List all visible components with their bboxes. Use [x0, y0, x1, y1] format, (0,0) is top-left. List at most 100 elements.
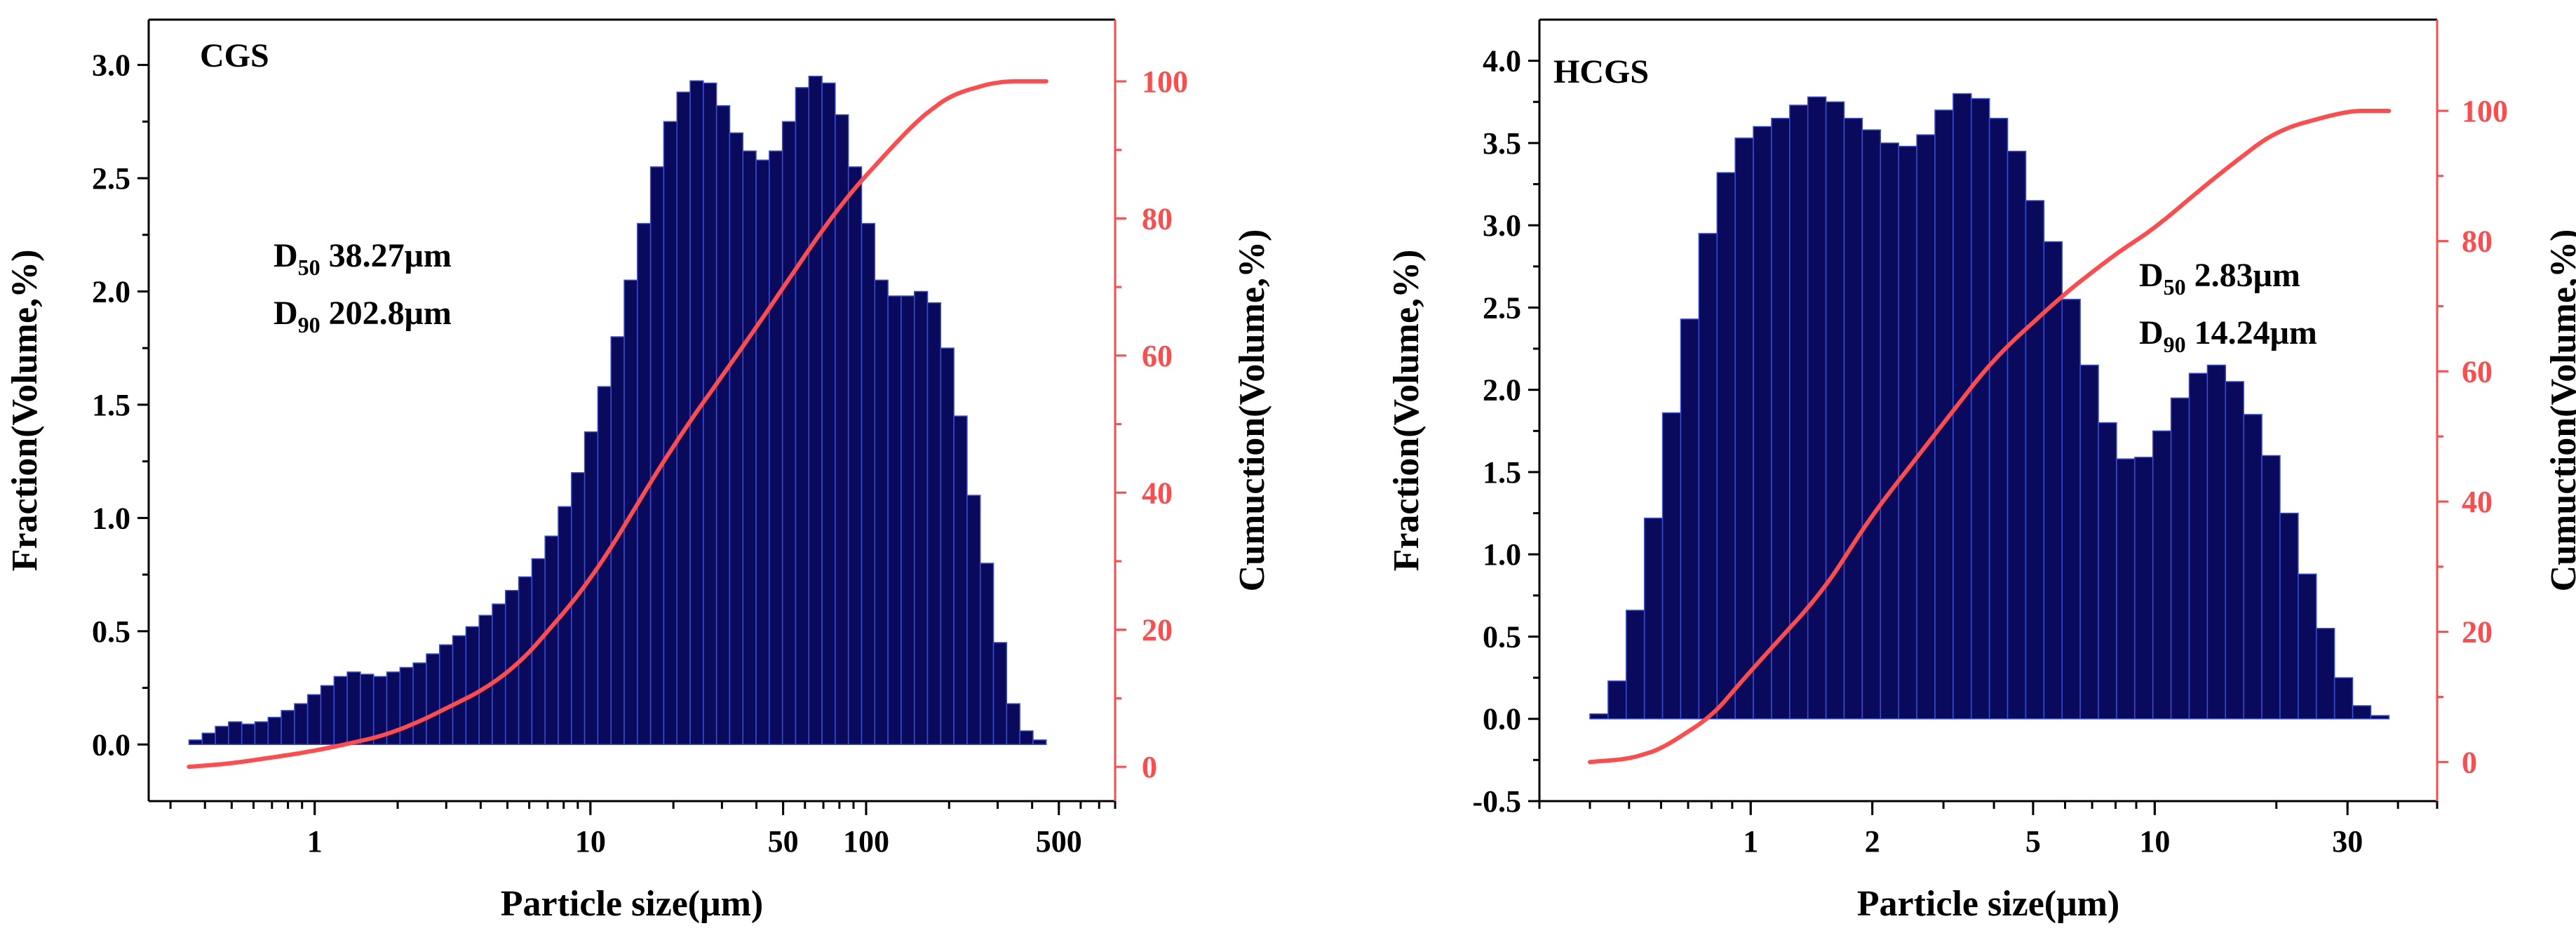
- bar: [2116, 458, 2136, 720]
- bar: [531, 558, 546, 746]
- bar: [254, 721, 269, 746]
- y-tick-label: 1.5: [1483, 455, 1521, 490]
- bar: [1019, 730, 1034, 746]
- bar: [2316, 628, 2335, 720]
- bar: [478, 615, 493, 746]
- bar: [1934, 109, 1954, 720]
- y2-tick-label: 60: [1142, 339, 1173, 373]
- bars: [188, 75, 1047, 746]
- bar: [926, 302, 942, 746]
- bar: [847, 166, 863, 746]
- bar: [1032, 739, 1047, 746]
- x-tick-label: 500: [1036, 824, 1082, 859]
- bar: [1607, 680, 1627, 720]
- bar: [215, 725, 229, 746]
- y2-tick-label: 20: [1142, 613, 1173, 647]
- bar: [1807, 96, 1827, 720]
- chart-cgs: 0.0 0.5 1.0 1.5 2.0 2.5 3.0 0 20 40 60 80 100 1 10 50 10…: [5, 18, 1272, 924]
- y-tick-label: -0.5: [1472, 784, 1521, 819]
- y2-tick-label: 80: [2462, 224, 2493, 259]
- x-tick-label: 50: [768, 824, 799, 859]
- bar: [294, 703, 309, 746]
- y-tick-label: 4.0: [1483, 44, 1521, 79]
- bar: [874, 279, 889, 746]
- y2-axis-title: Cumuction(Volume,%): [1232, 229, 1272, 592]
- annotation-value: 14.24μm: [2186, 314, 2317, 351]
- bar: [571, 472, 586, 746]
- y-tick-label: 2.5: [92, 161, 130, 196]
- y2-tick-label: 80: [1142, 201, 1173, 236]
- annotation-d50: D50 2.83μm: [2139, 257, 2300, 300]
- cumulative-curve: [187, 79, 1048, 770]
- bar: [1971, 98, 1990, 720]
- bar: [228, 721, 243, 746]
- x-tick-label: 5: [2025, 824, 2041, 859]
- chart-hcgs: -0.5 0.0 0.5 1.0 1.5 2.0 2.5 3.0 3.5 4.0 0 20 40 60 80…: [1387, 18, 2576, 924]
- annotation-value: 2.83μm: [2186, 257, 2300, 294]
- x-tick-label: 10: [2139, 824, 2170, 859]
- y-tick-label: 0.0: [92, 727, 130, 762]
- bar: [2061, 298, 2081, 720]
- bar: [940, 347, 955, 746]
- bar: [821, 82, 836, 746]
- annotation-d90: D90 202.8μm: [274, 295, 452, 337]
- y2-tick-label: 100: [2462, 94, 2508, 128]
- bar: [281, 710, 295, 746]
- bars: [1589, 93, 2390, 720]
- bar: [558, 506, 572, 746]
- bar: [399, 666, 414, 746]
- y-tick-label: 3.0: [92, 48, 130, 83]
- y-axis-title: Fraction(Volume,%): [5, 250, 45, 572]
- y-tick-label: 2.5: [1483, 290, 1521, 325]
- y2-tick-label: 20: [2462, 615, 2493, 650]
- bar: [306, 694, 322, 746]
- y2-tick-label: 0: [1142, 750, 1157, 784]
- bar: [742, 150, 757, 746]
- y-tick-label: 3.5: [1483, 126, 1521, 161]
- annotation-main: D: [2139, 257, 2164, 294]
- bar: [320, 685, 335, 746]
- annotation-value: 38.27μm: [321, 237, 452, 274]
- bar: [1716, 172, 1736, 720]
- bar: [1661, 412, 1682, 720]
- x-axis-title: Particle size(μm): [501, 884, 764, 924]
- annotation-subscript: 90: [298, 312, 321, 337]
- bar: [2079, 364, 2099, 720]
- y2-tick-label: 40: [2462, 485, 2493, 519]
- bar: [1771, 117, 1791, 720]
- y-tick-label: 0.5: [92, 615, 130, 649]
- bar: [2170, 397, 2190, 720]
- bar: [1916, 134, 1936, 720]
- bar: [2043, 241, 2063, 720]
- bar: [913, 290, 929, 746]
- bar: [2025, 200, 2045, 720]
- bar: [346, 671, 361, 746]
- bar: [715, 105, 731, 746]
- bar: [781, 121, 797, 746]
- bar: [795, 87, 810, 746]
- bar: [2243, 414, 2263, 720]
- bar: [953, 415, 968, 746]
- bar: [201, 732, 216, 746]
- bar: [2188, 372, 2209, 720]
- bar: [769, 150, 783, 746]
- bar: [887, 295, 902, 746]
- y-tick-label: 0.5: [1483, 619, 1521, 654]
- x-axis-title: Particle size(μm): [1857, 884, 2120, 924]
- bar: [2261, 455, 2281, 720]
- y-axis-title: Fraction(Volume,%): [1387, 250, 1427, 572]
- x-tick-label: 10: [575, 824, 606, 859]
- bar: [584, 431, 599, 746]
- bar: [241, 723, 256, 746]
- x-tick-label: 2: [1865, 824, 1880, 859]
- y-tick-label: 1.0: [1483, 537, 1521, 572]
- bar: [649, 166, 665, 746]
- bar: [1589, 713, 1609, 720]
- y-tick-label: 2.0: [92, 274, 130, 309]
- bar: [267, 716, 282, 746]
- cumulative-curve: [1588, 109, 2392, 765]
- bar: [1643, 517, 1664, 720]
- annotation-d90: D90 14.24μm: [2139, 314, 2317, 357]
- bar: [2370, 715, 2390, 720]
- bar: [1825, 101, 1845, 720]
